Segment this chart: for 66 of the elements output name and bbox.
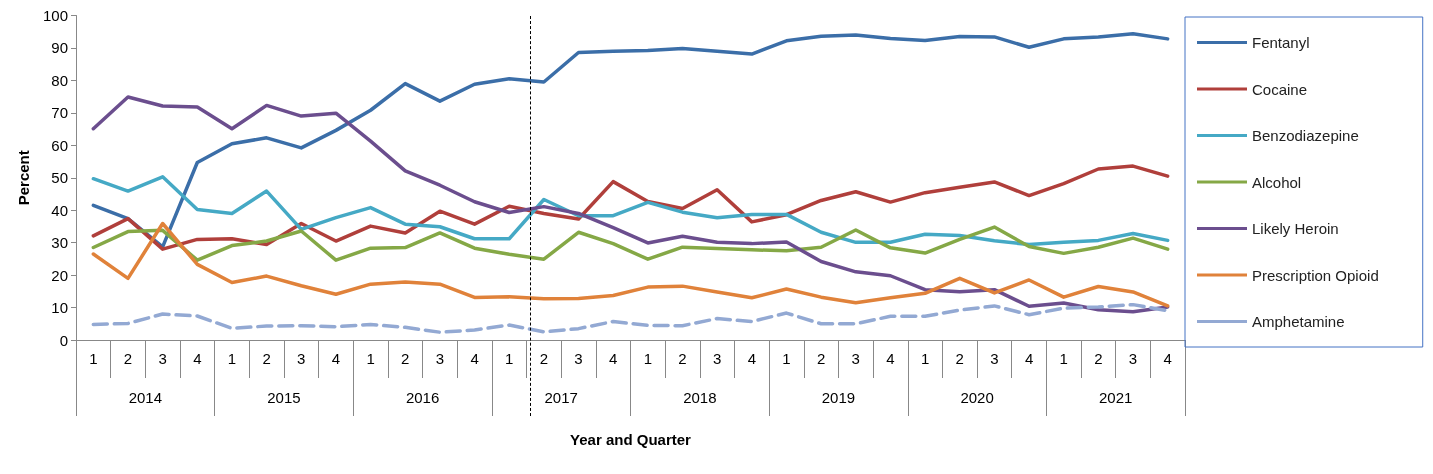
x-tick-label: 1 <box>227 350 237 367</box>
x-tick-label: 3 <box>712 350 722 367</box>
x-tick-label: 3 <box>297 350 306 367</box>
x-tick-label: 4 <box>470 350 479 367</box>
y-axis-title: Percent <box>15 150 32 206</box>
y-tick-label: 20 <box>51 266 68 284</box>
legend-label: Likely Heroin <box>1252 220 1339 237</box>
text: 2016 <box>405 389 440 406</box>
x-tick-label: 2 <box>1094 350 1103 367</box>
x-tick-label: 1 <box>89 350 98 367</box>
x-tick-label: 1 <box>1059 350 1068 367</box>
y-tick-label: 80 <box>51 71 68 89</box>
x-tick-label: 1 <box>920 350 930 367</box>
text: 2020 <box>960 389 994 406</box>
x-tick-label: 4 <box>609 350 618 367</box>
line-series <box>91 225 1170 262</box>
x-tick-label: 3 <box>435 350 445 367</box>
text: 2014 <box>128 389 162 406</box>
text: 2019 <box>821 389 856 406</box>
x-tick-label: 1 <box>366 350 375 367</box>
x-tick-label: 3 <box>1128 350 1138 367</box>
x-tick-label: 4 <box>747 350 756 367</box>
y-tick-label: 10 <box>51 299 68 317</box>
x-tick-label: 1 <box>643 350 652 367</box>
line-series <box>91 31 1170 249</box>
x-tick-label: 2 <box>816 350 826 367</box>
x-tick-label: 3 <box>990 350 999 367</box>
y-tick-label: 40 <box>51 201 68 219</box>
x-tick-label: 1 <box>782 350 791 367</box>
x-tick-label: 1 <box>505 350 514 367</box>
line-series <box>91 221 1170 308</box>
line-series <box>91 95 1170 314</box>
text: 2021 <box>1099 389 1133 406</box>
x-tick-label: 2 <box>262 350 271 367</box>
line-series <box>91 175 1170 247</box>
y-tick-label: 60 <box>51 136 68 154</box>
x-tick-label: 3 <box>574 350 583 367</box>
x-tick-label: 4 <box>193 350 202 367</box>
x-tick-label: 2 <box>401 350 410 367</box>
x-tick-label: 4 <box>1163 350 1172 367</box>
text: 2017 <box>544 389 578 406</box>
legend-label: Cocaine <box>1252 80 1308 98</box>
x-tick-label: 4 <box>331 350 341 367</box>
y-tick-label: 30 <box>51 234 68 252</box>
x-tick-label: 3 <box>158 350 167 367</box>
x-tick-label: 2 <box>123 350 133 367</box>
legend-label: Benzodiazepine <box>1252 127 1359 144</box>
legend-label: Fentanyl <box>1252 34 1310 51</box>
text: 2018 <box>683 389 717 406</box>
legend-label: Prescription Opioid <box>1252 266 1379 284</box>
y-tick-label: 100 <box>42 7 68 24</box>
line-series <box>91 164 1170 251</box>
legend-label: Alcohol <box>1252 173 1302 191</box>
text: 2015 <box>267 389 301 406</box>
legend-label: Amphetamine <box>1252 313 1345 330</box>
y-tick-label: 50 <box>51 169 68 187</box>
x-axis-title: Year and Quarter <box>570 431 692 448</box>
x-tick-label: 2 <box>955 350 964 367</box>
x-tick-label: 4 <box>1024 350 1034 367</box>
x-tick-label: 2 <box>539 350 549 367</box>
y-tick-label: 0 <box>59 331 68 349</box>
x-tick-label: 4 <box>886 350 895 367</box>
y-tick-label: 90 <box>51 39 68 57</box>
y-tick-label: 70 <box>51 104 68 122</box>
x-tick-label: 2 <box>678 350 687 367</box>
x-tick-label: 3 <box>851 350 860 367</box>
